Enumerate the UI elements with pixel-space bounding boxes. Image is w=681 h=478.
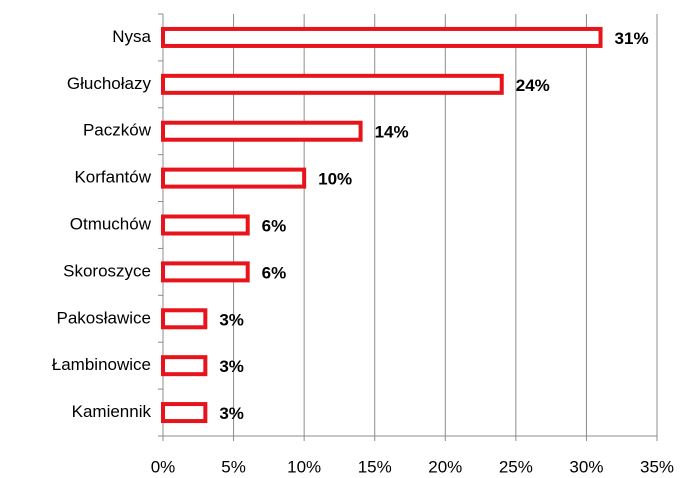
x-tick-label: 20% <box>428 457 462 476</box>
bar <box>161 120 363 142</box>
bar <box>161 402 208 424</box>
y-tick-label: Otmuchów <box>70 214 152 233</box>
y-tick-label: Pakosławice <box>57 308 152 327</box>
bar <box>161 261 250 283</box>
data-label: 3% <box>219 404 244 423</box>
y-tick-label: Skoroszyce <box>63 261 151 280</box>
y-tick-label: Głuchołazy <box>67 74 152 93</box>
bar <box>161 308 208 330</box>
y-tick-label: Korfantów <box>74 168 151 187</box>
y-tick-label: Nysa <box>112 27 151 46</box>
y-tick-label: Kamiennik <box>72 402 152 421</box>
data-label: 6% <box>262 263 287 282</box>
y-tick-label: Paczków <box>83 121 152 140</box>
bar <box>161 214 250 236</box>
bar <box>161 26 603 48</box>
data-label: 6% <box>262 216 287 235</box>
x-tick-label: 5% <box>221 457 246 476</box>
bar <box>161 355 208 377</box>
x-tick-label: 15% <box>358 457 392 476</box>
x-tick-label: 35% <box>640 457 674 476</box>
x-tick-label: 30% <box>569 457 603 476</box>
bar <box>161 167 307 189</box>
bar <box>161 73 504 95</box>
data-label: 31% <box>615 29 649 48</box>
data-label: 14% <box>375 123 409 142</box>
data-label: 3% <box>219 357 244 376</box>
x-tick-label: 25% <box>499 457 533 476</box>
data-label: 3% <box>219 310 244 329</box>
x-tick-label: 10% <box>287 457 321 476</box>
y-tick-label: Łambinowice <box>52 355 151 374</box>
x-tick-label: 0% <box>151 457 176 476</box>
data-label: 10% <box>318 170 352 189</box>
data-label: 24% <box>516 76 550 95</box>
